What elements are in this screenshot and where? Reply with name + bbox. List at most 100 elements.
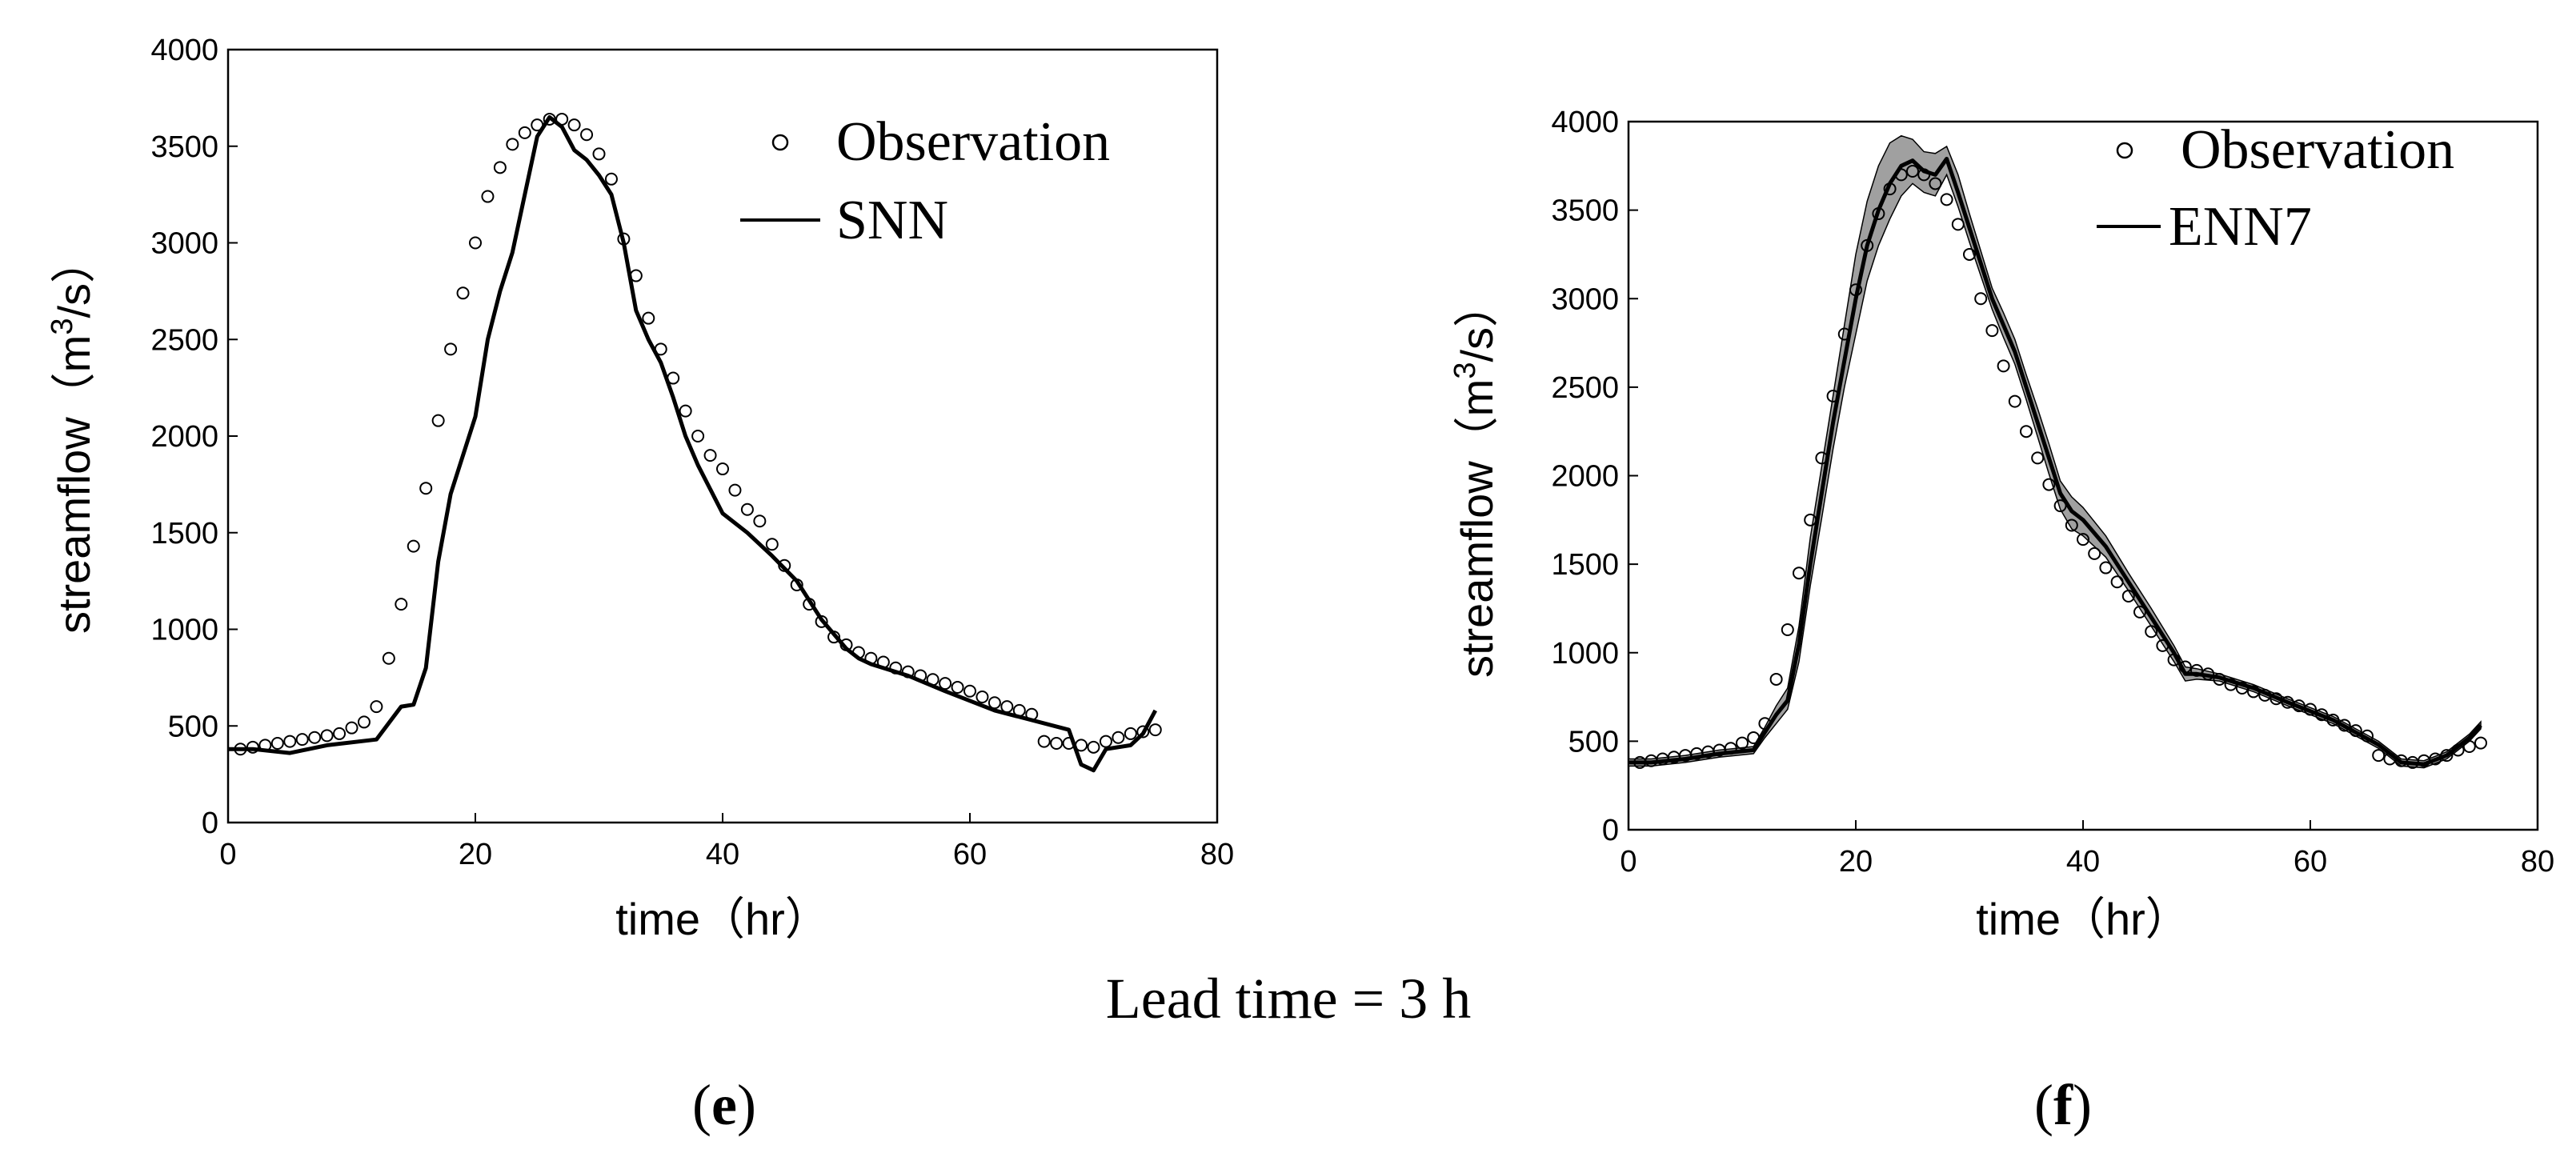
panel-label-e: (e) bbox=[692, 1073, 756, 1137]
observation-point bbox=[395, 598, 408, 611]
y-tick-label: 2000 bbox=[1551, 460, 1619, 494]
observation-point bbox=[2474, 736, 2487, 750]
legend-observation-marker-e bbox=[771, 134, 789, 151]
y-ticks-e: 0 500 1000 1500 2000 2500 3000 3500 4000 bbox=[150, 34, 238, 840]
observation-point bbox=[2190, 663, 2203, 677]
observation-point bbox=[481, 190, 495, 203]
y-tick-label: 3500 bbox=[150, 130, 218, 164]
observation-point bbox=[370, 700, 383, 714]
observation-point bbox=[320, 729, 334, 743]
y-tick-label: 4000 bbox=[1551, 106, 1619, 139]
observation-point bbox=[592, 147, 606, 161]
y-tick-label: 1500 bbox=[150, 517, 218, 550]
observation-point bbox=[1769, 672, 1783, 686]
legend-e: Observation SNN bbox=[740, 111, 1110, 251]
panel-f-paren-open: ( bbox=[2034, 1073, 2053, 1137]
observation-point bbox=[1112, 731, 1125, 744]
x-ticks-e: 0 20 40 60 80 bbox=[219, 813, 1234, 871]
observation-point bbox=[456, 286, 470, 300]
y-tick-label: 0 bbox=[202, 807, 218, 840]
observation-point bbox=[382, 651, 395, 665]
observation-point bbox=[345, 721, 359, 735]
enn7-band-area bbox=[1628, 134, 2482, 769]
panel-e-letter: e bbox=[711, 1073, 737, 1137]
y-axis-label-end-e: /s） bbox=[49, 238, 99, 318]
observation-point bbox=[469, 236, 482, 250]
observation-point bbox=[2281, 695, 2294, 709]
observation-point bbox=[2042, 478, 2056, 491]
legend-snn-label: SNN bbox=[836, 190, 948, 251]
observation-point bbox=[2020, 425, 2033, 438]
observation-point bbox=[976, 691, 989, 704]
y-tick-label: 500 bbox=[168, 710, 218, 743]
observation-point bbox=[753, 514, 767, 528]
legend-f: Observation ENN7 bbox=[2097, 119, 2454, 258]
observation-point bbox=[2065, 518, 2078, 532]
y-tick-label: 2500 bbox=[150, 323, 218, 357]
observation-point bbox=[1000, 700, 1014, 714]
observation-point bbox=[407, 539, 420, 553]
y-axis-label-e: streamflow（m3/s） bbox=[46, 238, 99, 634]
observation-point bbox=[270, 736, 284, 750]
y-axis-label-main-e: streamflow（m bbox=[49, 335, 99, 634]
observation-point bbox=[939, 677, 952, 691]
chart-f: 0 20 40 60 80 0 500 1000 1500 2000 2500 3000 3500 40… bbox=[1448, 106, 2554, 944]
observation-point bbox=[703, 449, 717, 462]
observation-point bbox=[2077, 533, 2089, 546]
observation-point bbox=[283, 735, 297, 748]
y-axis-label-f: streamflow（m3/s） bbox=[1448, 282, 1502, 678]
observation-point bbox=[642, 311, 655, 325]
observation-point bbox=[1793, 566, 1805, 580]
y-tick-label: 3000 bbox=[150, 227, 218, 261]
observation-point bbox=[1736, 736, 1749, 750]
observation-point bbox=[1940, 193, 1953, 206]
observation-point bbox=[2008, 394, 2021, 408]
y-tick-label: 4000 bbox=[150, 34, 218, 67]
y-tick-label: 1500 bbox=[1551, 548, 1619, 582]
x-axis-label-e: time（hr） bbox=[615, 894, 830, 944]
observation-point bbox=[2440, 749, 2454, 763]
panel-e-paren-open: ( bbox=[692, 1073, 711, 1137]
observation-point bbox=[2326, 713, 2340, 727]
legend-enn7-label: ENN7 bbox=[2169, 196, 2312, 258]
observation-point bbox=[2121, 589, 2135, 603]
observation-point bbox=[716, 462, 729, 476]
observation-point bbox=[1997, 359, 2010, 373]
observation-point bbox=[1050, 736, 1064, 750]
observation-point bbox=[2099, 561, 2113, 574]
x-tick-label: 60 bbox=[2294, 845, 2327, 879]
observation-point bbox=[1781, 623, 1794, 636]
observation-point bbox=[431, 414, 445, 427]
observation-point bbox=[604, 172, 618, 186]
observation-markers-f bbox=[1633, 164, 2487, 769]
y-tick-label: 2000 bbox=[150, 420, 218, 454]
observation-point bbox=[2031, 451, 2045, 465]
y-axis-label-sup-f: 3 bbox=[1448, 362, 1482, 379]
observation-point bbox=[988, 696, 1001, 710]
observation-point bbox=[1985, 324, 1999, 338]
observation-point bbox=[580, 128, 594, 142]
observation-point bbox=[357, 715, 371, 729]
observation-point bbox=[2462, 740, 2476, 754]
panel-e-paren-close: ) bbox=[737, 1073, 756, 1137]
y-axis-label-sup-e: 3 bbox=[46, 318, 79, 335]
observation-point bbox=[2088, 546, 2101, 560]
x-tick-label: 80 bbox=[2521, 845, 2554, 879]
x-tick-label: 40 bbox=[706, 838, 739, 871]
observation-point bbox=[1037, 735, 1051, 748]
y-tick-label: 1000 bbox=[1551, 637, 1619, 671]
observation-point bbox=[1929, 177, 1942, 190]
y-tick-label: 2500 bbox=[1551, 371, 1619, 405]
observation-point bbox=[333, 727, 347, 740]
panel-f-paren-close: ) bbox=[2073, 1073, 2092, 1137]
observation-point bbox=[1906, 164, 1919, 178]
observation-point bbox=[1136, 725, 1150, 739]
observation-point bbox=[1951, 218, 1965, 231]
observation-point bbox=[567, 118, 581, 132]
observation-point bbox=[419, 482, 433, 495]
x-tick-label: 20 bbox=[459, 838, 492, 871]
observation-point bbox=[765, 538, 779, 551]
x-tick-label: 60 bbox=[953, 838, 987, 871]
observation-point bbox=[1963, 247, 1976, 261]
